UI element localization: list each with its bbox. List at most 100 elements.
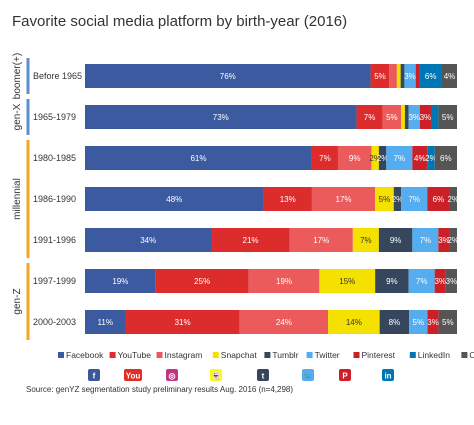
bar-segment-instagram xyxy=(248,269,320,293)
data-label: 5% xyxy=(442,113,454,122)
bar-segment-snapchat xyxy=(375,187,394,211)
bar-segment-tumblr xyxy=(379,310,410,334)
data-label: 4% xyxy=(414,154,426,163)
bar-segment-pinterest xyxy=(419,105,431,129)
data-label: 7% xyxy=(408,195,420,204)
bar-segment-instagram xyxy=(239,310,329,334)
category-label: 1980-1985 xyxy=(33,153,76,163)
svg-text:🐦: 🐦 xyxy=(303,372,313,381)
legend-label: Other xyxy=(469,350,474,360)
bar-segment-youtube xyxy=(370,64,390,88)
bar-segment-facebook xyxy=(85,228,212,252)
source-note: Source: genYZ segmentation study prelimi… xyxy=(26,385,293,394)
bar-segment-tumblr xyxy=(378,146,387,170)
snapchat-icon: 👻 xyxy=(210,369,222,381)
bar-segment-instagram xyxy=(289,228,353,252)
data-label: 9% xyxy=(386,277,398,286)
category-label: 1991-1996 xyxy=(33,235,76,245)
data-label: 2% xyxy=(447,195,459,204)
bar-segment-tumblr xyxy=(400,64,405,88)
data-label: 8% xyxy=(389,318,401,327)
data-label: 31% xyxy=(175,318,191,327)
bar-segment-tumblr xyxy=(393,187,402,211)
data-label: 7% xyxy=(319,154,331,163)
legend-swatch xyxy=(58,352,64,358)
svg-text:t: t xyxy=(262,372,265,381)
data-label: 5% xyxy=(386,113,398,122)
data-label: 2% xyxy=(425,154,437,163)
data-label: 3% xyxy=(404,72,416,81)
data-label: 17% xyxy=(313,236,329,245)
data-label: 9% xyxy=(349,154,361,163)
data-label: 9% xyxy=(390,236,402,245)
data-label: 6% xyxy=(440,154,452,163)
bar-segment-snapchat xyxy=(352,228,379,252)
bar-segment-facebook xyxy=(85,64,371,88)
tumblr-icon: t xyxy=(257,369,269,381)
bar-segment-twitter xyxy=(409,310,428,334)
bar-segment-tumblr xyxy=(378,228,413,252)
data-label: 7% xyxy=(360,236,372,245)
bar-segment-pinterest xyxy=(438,228,450,252)
data-label: 34% xyxy=(140,236,156,245)
bar-segment-twitter xyxy=(401,187,428,211)
data-label: 3% xyxy=(446,277,458,286)
legend-label: Pinterest xyxy=(362,350,396,360)
category-label: 1986-1990 xyxy=(33,194,76,204)
legend-swatch xyxy=(156,352,163,358)
data-label: 15% xyxy=(339,277,355,286)
bar-segment-snapchat xyxy=(319,269,376,293)
category-label: 1997-1999 xyxy=(33,276,76,286)
data-label: 14% xyxy=(346,318,362,327)
group-label: boomer(+) xyxy=(12,53,23,99)
data-label: 2% xyxy=(377,154,389,163)
bar-segment-youtube xyxy=(211,228,290,252)
bar-segment-other xyxy=(438,310,457,334)
bar-segment-facebook xyxy=(85,187,264,211)
bar-segment-tumblr xyxy=(375,269,409,293)
legend-swatch xyxy=(264,352,271,358)
facebook-icon: f xyxy=(88,369,100,381)
data-label: 7% xyxy=(416,277,428,286)
bar-segment-twitter xyxy=(408,269,435,293)
bar-segment-other xyxy=(434,146,457,170)
group-label: millennial xyxy=(12,178,23,220)
bar-segment-twitter xyxy=(386,146,413,170)
data-label: 7% xyxy=(364,113,376,122)
chart-title: Favorite social media platform by birth-… xyxy=(12,13,347,30)
bar-segment-instagram xyxy=(311,187,376,211)
bar-segment-facebook xyxy=(85,269,156,293)
svg-text:👻: 👻 xyxy=(211,371,221,381)
legend-label: YouTube xyxy=(118,350,152,360)
bar-segment-youtube xyxy=(311,146,338,170)
bar-segment-tumblr xyxy=(404,105,409,129)
legend-label: Twitter xyxy=(315,350,340,360)
data-label: 5% xyxy=(413,318,425,327)
bar-segment-youtube xyxy=(125,310,240,334)
legend-swatch xyxy=(461,352,468,358)
legend-swatch xyxy=(409,352,416,358)
pinterest-icon: P xyxy=(339,369,351,381)
group-label: gen-X xyxy=(12,103,23,130)
data-label: 61% xyxy=(190,154,206,163)
data-label: 3% xyxy=(438,236,450,245)
bar-segment-linkedin xyxy=(427,146,435,170)
bar-segment-snapchat xyxy=(371,146,379,170)
data-label: 76% xyxy=(220,72,236,81)
legend-label: Instagram xyxy=(165,350,203,360)
data-label: 4% xyxy=(444,72,456,81)
bar-segment-youtube xyxy=(155,269,249,293)
data-label: 5% xyxy=(379,195,391,204)
legend-swatch xyxy=(306,352,313,358)
category-label: 2000-2003 xyxy=(33,317,76,327)
bar-segment-pinterest xyxy=(427,187,450,211)
svg-text:f: f xyxy=(93,372,96,381)
bar-segment-snapchat xyxy=(401,105,405,129)
bar-segment-other xyxy=(445,269,457,293)
bar-segment-pinterest xyxy=(415,64,420,88)
bar-segment-pinterest xyxy=(434,269,446,293)
legend-swatch xyxy=(212,352,219,358)
data-label: 5% xyxy=(442,318,454,327)
